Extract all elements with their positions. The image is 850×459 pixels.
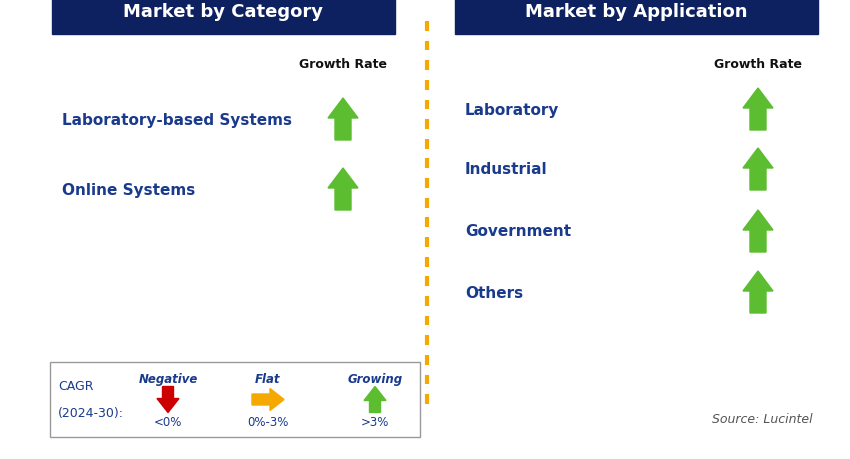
Text: Industrial: Industrial: [465, 162, 547, 177]
Text: Laboratory: Laboratory: [465, 102, 559, 117]
Bar: [455, 0, 818, 35]
Text: Government: Government: [465, 224, 571, 239]
Text: Growth Rate: Growth Rate: [299, 58, 387, 71]
Text: <0%: <0%: [154, 415, 182, 429]
Text: >3%: >3%: [360, 415, 389, 429]
FancyArrow shape: [328, 168, 358, 211]
FancyArrow shape: [252, 389, 284, 411]
Text: Laboratory-based Systems: Laboratory-based Systems: [62, 112, 292, 127]
Text: Growth Rate: Growth Rate: [714, 58, 802, 71]
FancyArrow shape: [328, 99, 358, 141]
FancyArrow shape: [743, 271, 773, 313]
Bar: [52, 0, 395, 35]
FancyArrow shape: [157, 386, 179, 413]
Text: Source: Lucintel: Source: Lucintel: [712, 413, 813, 425]
Text: 0%-3%: 0%-3%: [247, 415, 289, 429]
Text: Flat: Flat: [255, 372, 280, 385]
Text: (2024-30):: (2024-30):: [58, 407, 124, 420]
FancyArrow shape: [364, 386, 386, 413]
Text: Others: Others: [465, 285, 523, 300]
Text: Online Systems: Online Systems: [62, 182, 196, 197]
Text: Market by Category: Market by Category: [123, 3, 324, 21]
Bar: [50, 362, 420, 437]
Text: Negative: Negative: [139, 372, 198, 385]
FancyArrow shape: [743, 149, 773, 190]
Text: Market by Application: Market by Application: [525, 3, 748, 21]
Text: CAGR: CAGR: [58, 380, 94, 392]
FancyArrow shape: [743, 89, 773, 131]
FancyArrow shape: [743, 211, 773, 252]
Text: Growing: Growing: [348, 372, 403, 385]
